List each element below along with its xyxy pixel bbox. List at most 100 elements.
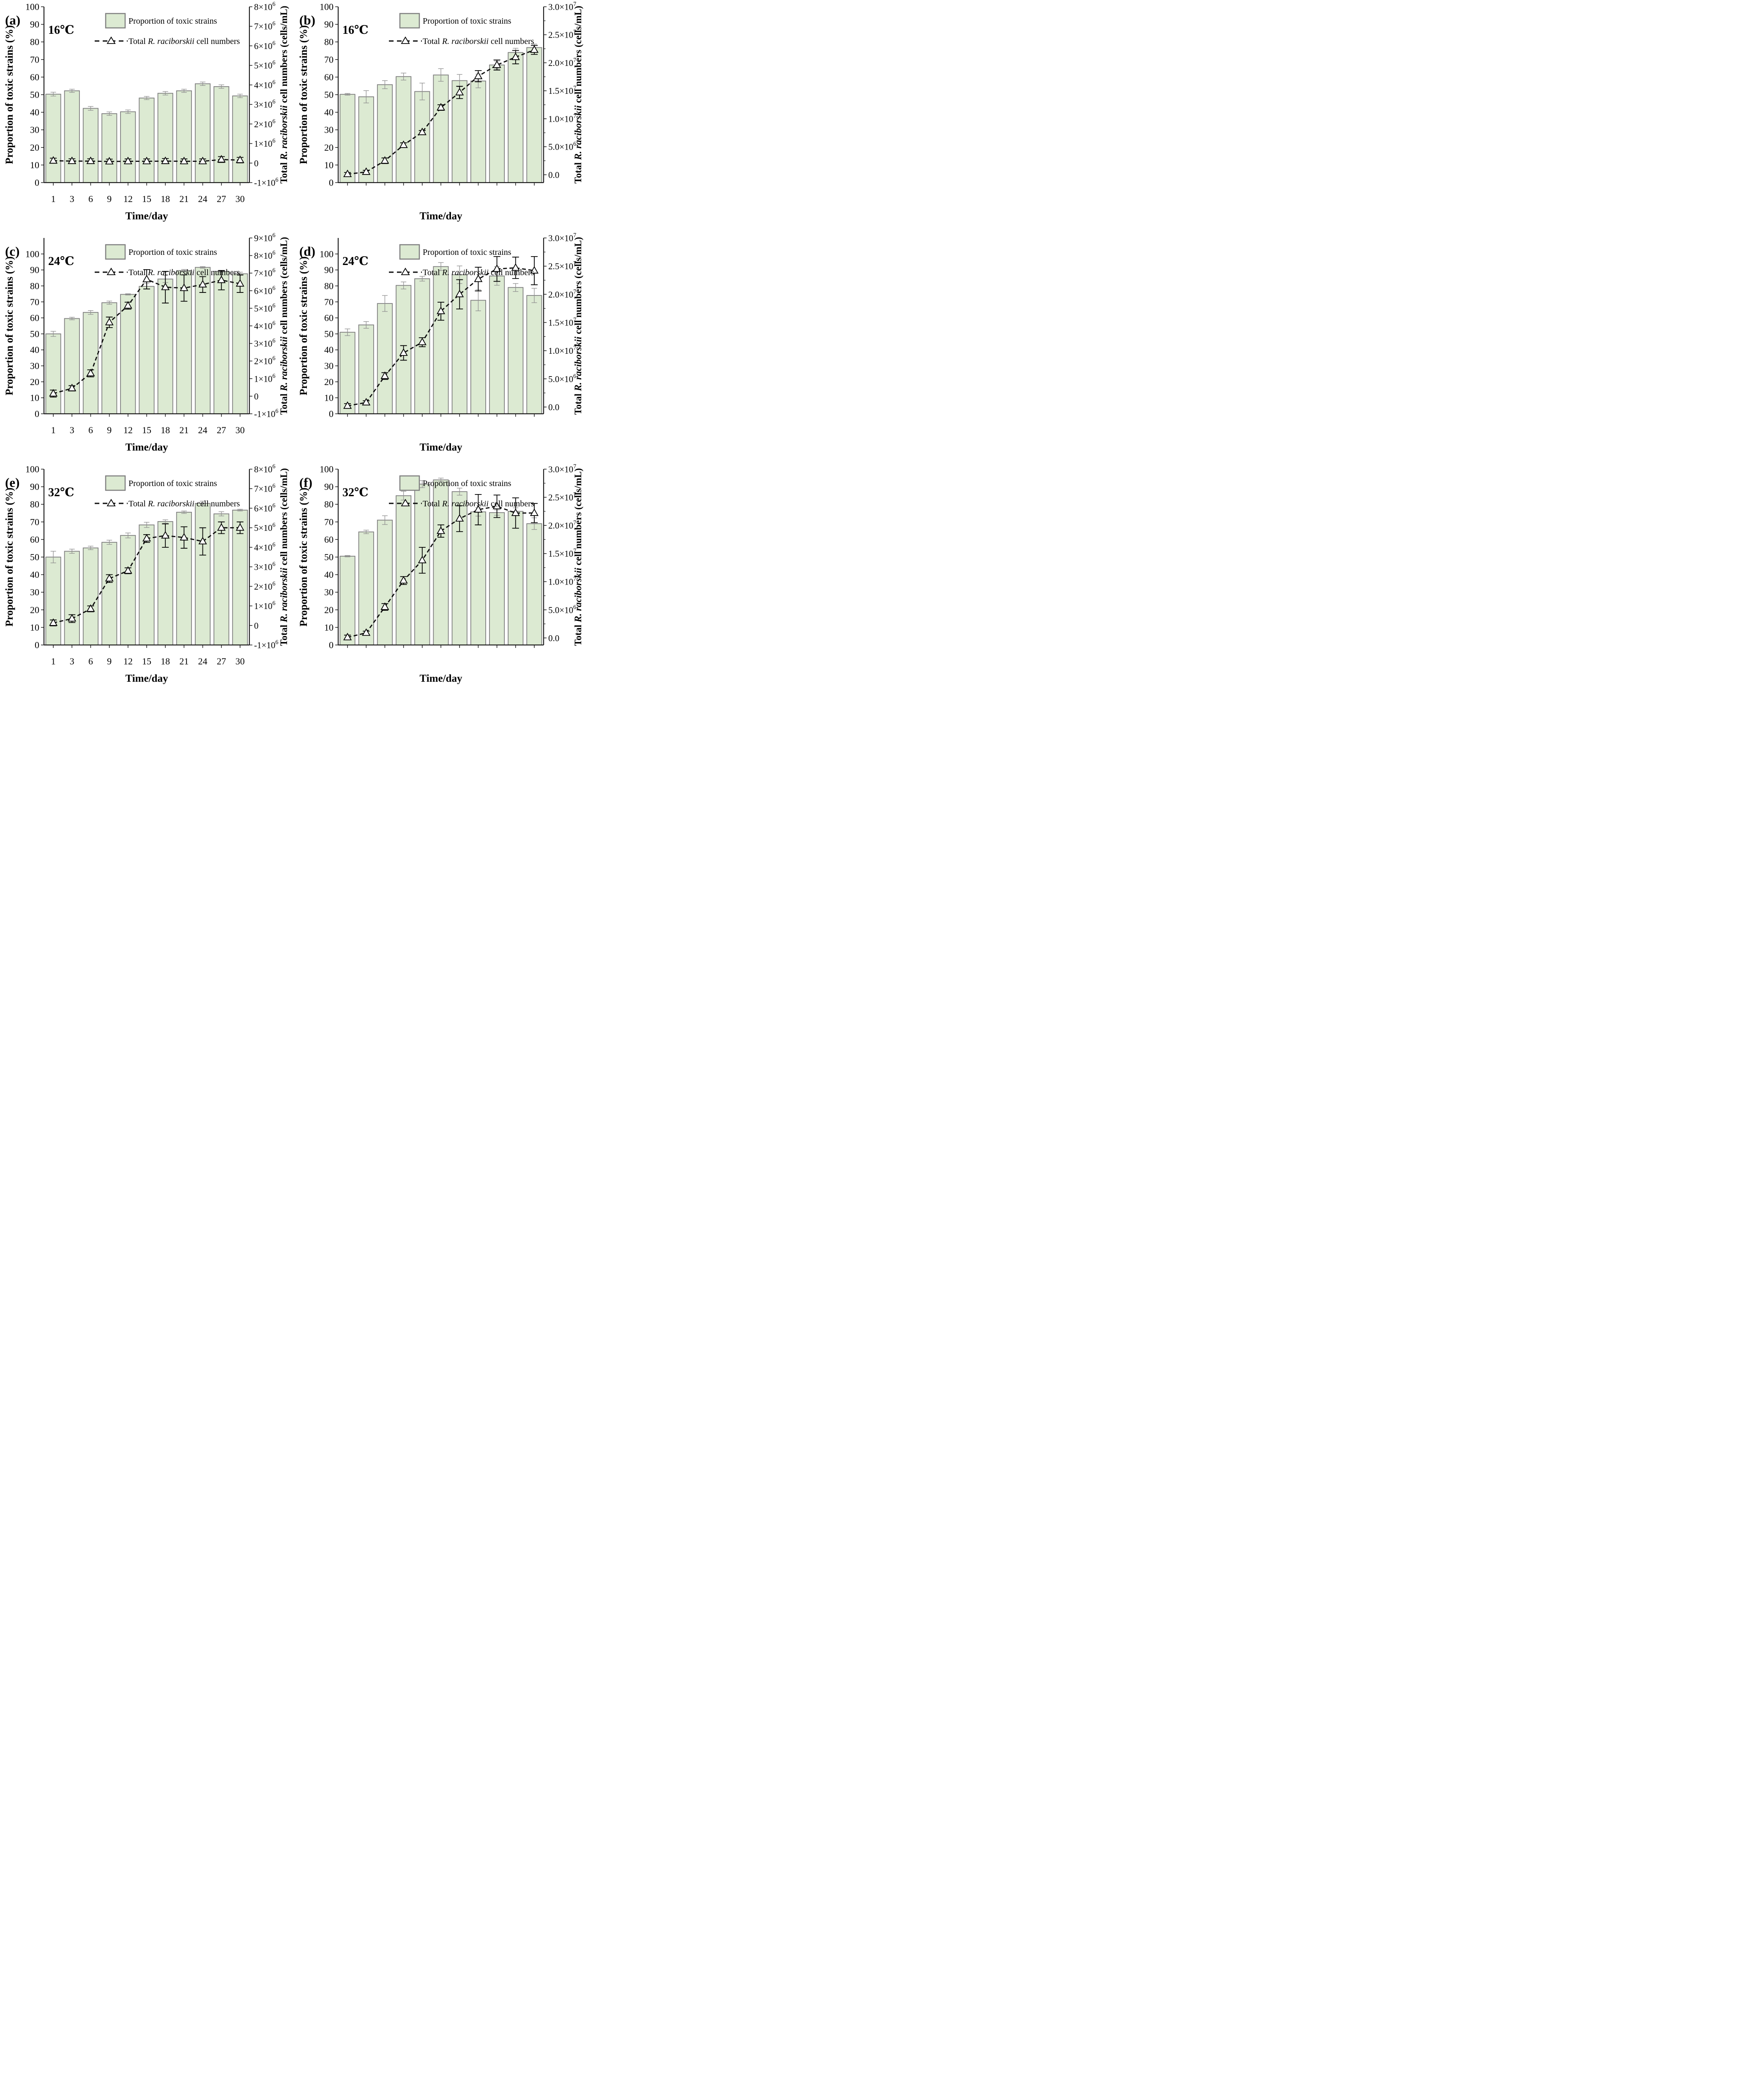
panel-e: 0 10 20 30 40 50 60 70 80 90 100 8×106 7×106 6×106 5×1… — [0, 462, 294, 694]
x-tick-label: 9 — [107, 425, 112, 435]
x-tick-label: 1 — [51, 425, 56, 435]
bar-day-9 — [101, 113, 118, 183]
triangle-marker-day-3 — [362, 628, 371, 636]
right-axis-title: Total R. raciborskii cell numbers (cells… — [279, 237, 289, 415]
right-tick-label: 1.0×107 — [548, 345, 576, 356]
triangle-marker-day-15 — [436, 306, 446, 314]
cell-numbers-markers — [49, 523, 244, 626]
bar-error-day-12 — [125, 293, 131, 295]
legend-bar-label: Proportion of toxic strains — [129, 479, 217, 488]
x-tick-label: 18 — [161, 425, 170, 435]
bar-error-day-1 — [345, 93, 350, 96]
temperature-label: 16℃ — [342, 24, 369, 37]
legend-line-label: Total R. raciborskii cell numbers — [129, 499, 240, 508]
right-tick-label: 6×106 — [254, 285, 276, 296]
left-tick-label: 50 — [30, 552, 39, 562]
x-tick-label: 27 — [217, 656, 226, 667]
right-axis-ticks: 8×106 7×106 6×106 5×106 4×106 3×106 2×106 1×106… — [249, 1, 279, 188]
triangle-marker-day-30 — [530, 45, 539, 53]
bar-day-18 — [157, 93, 173, 183]
right-axis-ticks: 9×106 8×106 7×106 6×106 5×106 4×106 3×106 2×106… — [249, 232, 279, 419]
bar-day-21 — [176, 90, 192, 183]
panel-b-chart: 0 10 20 30 40 50 60 70 80 90 100 3.0×107 2.5×107 2.0×… — [298, 1, 583, 222]
right-tick-label: 3.0×107 — [548, 463, 576, 475]
bar-day-12 — [120, 294, 136, 414]
panel-c-chart: 01020304050607080901009×1068×1067×1066×1… — [4, 232, 289, 453]
x-tick-label: 15 — [142, 425, 151, 435]
triangle-marker-day-30 — [530, 508, 539, 516]
right-tick-label: 1.5×107 — [548, 85, 576, 96]
bar-error-day-1 — [50, 331, 56, 337]
right-tick-label: 5.0×106 — [548, 373, 576, 384]
legend-line-marker — [401, 268, 410, 275]
bar-error-day-6 — [88, 546, 93, 550]
bar-error-day-3 — [363, 530, 369, 534]
bar-error-day-18 — [162, 519, 168, 524]
left-tick-label: 40 — [30, 569, 39, 580]
x-tick-label: 6 — [88, 656, 93, 667]
bar-day-24 — [489, 64, 505, 183]
bar-error-day-9 — [401, 281, 407, 290]
x-axis-ticks: 1 3 6 9 12 15 18 21 24 27 30 — [51, 414, 245, 435]
x-tick-label: 27 — [217, 425, 226, 435]
x-axis-title: Time/day — [420, 673, 462, 684]
x-tick-label: 3 — [70, 194, 74, 204]
right-tick-label: 3×106 — [254, 561, 276, 572]
x-tick-label: 1 — [51, 656, 56, 667]
cell-numbers-line — [347, 505, 534, 638]
left-tick-label: 0 — [329, 177, 334, 188]
left-tick-label: 10 — [30, 622, 39, 633]
bar-error-day-24 — [200, 501, 206, 506]
bar-day-3 — [358, 531, 374, 645]
bar-error-day-24 — [200, 82, 206, 86]
left-tick-label: 40 — [324, 569, 334, 580]
right-tick-label: 0 — [254, 620, 259, 631]
right-tick-label: 9×106 — [254, 232, 276, 243]
right-tick-label: 2×106 — [254, 580, 276, 592]
x-tick-label: 24 — [198, 656, 208, 667]
right-axis-title: Total R. raciborskii cell numbers (cells… — [573, 6, 583, 184]
bar-error-day-21 — [181, 269, 187, 272]
right-tick-label: 0.0 — [548, 170, 559, 180]
left-tick-label: 80 — [30, 37, 39, 47]
panel-letter: (b) — [299, 13, 315, 27]
bar-error-day-9 — [107, 112, 112, 116]
left-tick-label: 90 — [30, 19, 39, 30]
triangle-marker-day-15 — [142, 534, 151, 542]
right-tick-label: 7×106 — [254, 267, 276, 279]
x-axis-title: Time/day — [126, 673, 168, 684]
triangle-marker-day-6 — [380, 602, 389, 610]
right-tick-label: 7×106 — [254, 483, 276, 494]
x-tick-label: 30 — [235, 656, 245, 667]
triangle-marker-day-18 — [455, 514, 464, 522]
legend-bar-label: Proportion of toxic strains — [423, 248, 511, 257]
x-tick-label: 6 — [88, 194, 93, 204]
x-tick-label: 9 — [107, 194, 112, 204]
right-tick-label: 5×106 — [254, 302, 276, 314]
left-axis-ticks: 0 10 20 30 40 50 60 70 80 90 100 — [320, 249, 338, 419]
right-tick-label: 2.5×107 — [548, 29, 576, 40]
triangle-marker-day-21 — [474, 274, 483, 282]
legend-bar-label: Proportion of toxic strains — [129, 16, 217, 26]
right-tick-label: 2×106 — [254, 118, 276, 129]
left-axis-title: Proportion of toxic strains (%) — [298, 25, 309, 164]
bar-error-day-9 — [401, 73, 407, 81]
bar-error-day-12 — [419, 276, 425, 281]
x-axis-ticks — [347, 645, 535, 648]
left-tick-label: 80 — [324, 37, 334, 47]
bar-error-day-6 — [382, 295, 388, 312]
x-tick-label: 18 — [161, 656, 170, 667]
bar-day-15 — [433, 74, 449, 183]
bar-error-day-6 — [382, 515, 388, 525]
x-tick-label: 21 — [179, 425, 189, 435]
bar-day-18 — [451, 274, 468, 414]
left-tick-label: 100 — [25, 249, 39, 259]
x-axis-ticks: 1 3 6 9 12 15 18 21 24 27 30 — [51, 183, 245, 204]
bar-day-15 — [139, 524, 155, 645]
bar-day-27 — [508, 52, 524, 183]
left-axis-title: Proportion of toxic strains (%) — [4, 488, 15, 627]
left-tick-label: 80 — [30, 499, 39, 510]
bar-error-day-21 — [181, 89, 187, 93]
legend-line-label: Total R. raciborskii cell numbers — [129, 268, 240, 277]
triangle-marker-day-12 — [123, 156, 132, 164]
